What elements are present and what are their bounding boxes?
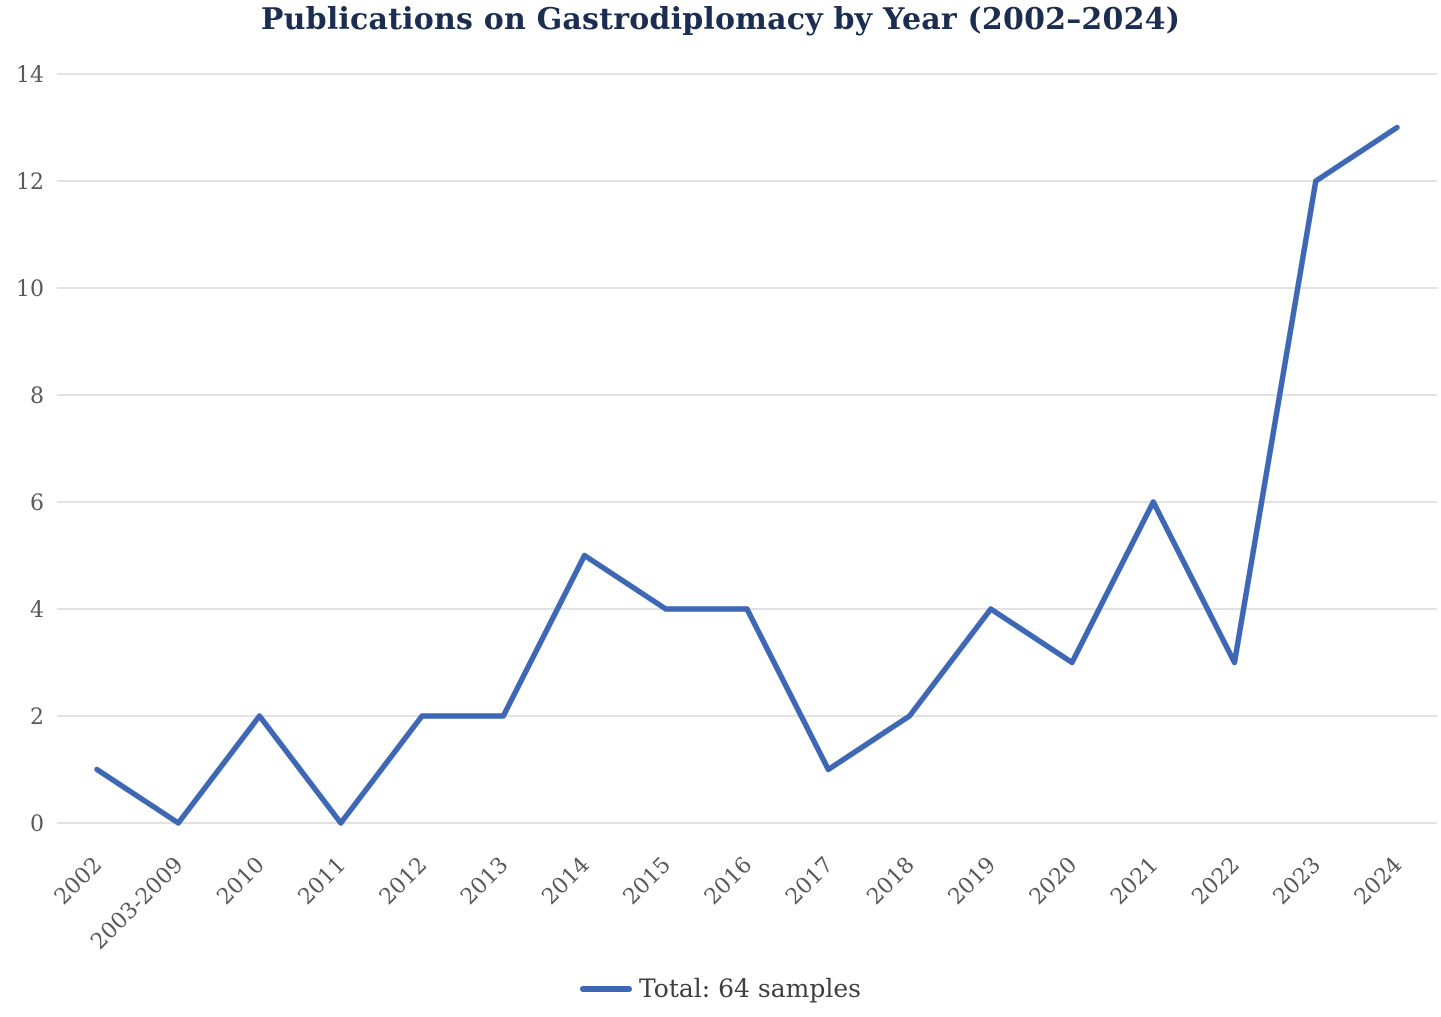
y-axis-tick-label: 4: [30, 598, 44, 623]
x-axis-tick-label: 2024: [1350, 853, 1407, 910]
x-axis-tick-label: 2023: [1269, 853, 1326, 910]
x-axis-tick-label: 2002: [50, 853, 107, 910]
x-axis-tick-label: 2021: [1106, 853, 1163, 910]
y-axis-tick-label: 8: [30, 384, 44, 409]
x-axis-tick-label: 2010: [212, 853, 269, 910]
x-axis-tick-label: 2017: [781, 853, 838, 910]
y-axis-tick-label: 10: [16, 277, 44, 302]
chart-title: Publications on Gastrodiplomacy by Year …: [260, 2, 1181, 37]
x-axis-tick-label: 2014: [537, 853, 594, 910]
x-axis-tick-label: 2012: [375, 853, 432, 910]
legend: Total: 64 samples: [0, 974, 1441, 1003]
x-axis-tick-label: 2011: [294, 853, 351, 910]
y-axis-tick-label: 2: [30, 705, 44, 730]
legend-label: Total: 64 samples: [639, 974, 861, 1003]
x-axis-tick-label: 2020: [1025, 853, 1082, 910]
x-axis-tick-label: 2022: [1187, 853, 1244, 910]
y-axis-tick-label: 0: [30, 812, 44, 837]
x-axis-tick-label: 2019: [944, 853, 1001, 910]
data-series-line: [94, 124, 1400, 826]
x-axis-tick-label: 2016: [700, 853, 757, 910]
x-axis-tick-label: 2018: [862, 853, 919, 910]
y-axis-tick-label: 6: [30, 491, 44, 516]
y-axis-tick-label: 12: [16, 170, 44, 195]
x-axis-tick-label: 2013: [456, 853, 513, 910]
y-axis-tick-label: 14: [16, 63, 44, 88]
x-axis-tick-label: 2015: [619, 853, 676, 910]
legend-line-swatch: [580, 985, 633, 992]
